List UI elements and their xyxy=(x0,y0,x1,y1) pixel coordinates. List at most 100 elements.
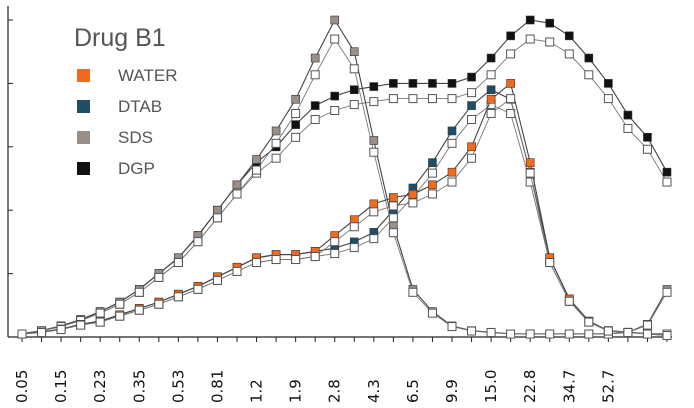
point-dgp-replicate xyxy=(369,97,379,107)
point-water-replicate xyxy=(408,198,418,208)
point-water-replicate xyxy=(212,275,222,285)
point-sds xyxy=(252,155,261,164)
x-tick-label: 1.9 xyxy=(287,379,305,403)
x-tick-label: 52.7 xyxy=(599,370,617,403)
point-water-replicate xyxy=(545,258,555,268)
point-dgp xyxy=(447,79,457,88)
point-water-replicate xyxy=(115,311,125,321)
point-sds-replicate xyxy=(134,287,144,297)
point-water-replicate xyxy=(56,325,66,335)
legend-label-dtab: DTAB xyxy=(118,97,162,116)
point-water-replicate xyxy=(662,331,672,341)
x-tick-label: 1.2 xyxy=(248,379,266,403)
point-sds-replicate xyxy=(662,287,672,297)
point-dgp-replicate xyxy=(486,70,496,80)
point-water-replicate xyxy=(76,320,86,330)
series-line-water-replicate xyxy=(21,97,668,336)
point-sds xyxy=(232,180,242,190)
point-dgp xyxy=(369,82,379,91)
legend-swatch-water xyxy=(77,69,90,82)
point-dgp xyxy=(584,53,594,63)
point-dgp xyxy=(408,79,418,88)
point-sds xyxy=(330,15,340,25)
point-sds xyxy=(271,126,281,136)
point-dgp-replicate xyxy=(525,34,535,44)
point-sds-replicate xyxy=(115,299,125,309)
x-tick-label: 2.8 xyxy=(326,379,344,403)
point-water-replicate xyxy=(642,329,652,339)
point-water xyxy=(486,94,496,104)
point-dgp xyxy=(564,31,574,41)
point-water xyxy=(369,199,379,209)
point-sds xyxy=(349,47,359,57)
point-dgp xyxy=(389,79,398,88)
point-dgp-replicate xyxy=(564,49,574,59)
point-water xyxy=(467,142,476,152)
legend-label-water: WATER xyxy=(118,66,178,85)
point-dgp xyxy=(310,101,320,110)
x-tick-label: 0.15 xyxy=(52,370,70,403)
point-dtab-replicate xyxy=(447,138,457,148)
x-tick-label: 0.53 xyxy=(169,370,187,403)
point-sds-replicate xyxy=(447,322,457,332)
legend: WATER DTAB SDS DGP xyxy=(77,66,178,178)
legend-label-dgp: DGP xyxy=(118,159,155,178)
point-sds-replicate xyxy=(212,213,222,223)
point-sds-replicate xyxy=(427,308,437,318)
point-dtab-replicate xyxy=(349,243,359,253)
point-water-replicate xyxy=(95,317,105,327)
point-dgp xyxy=(643,132,652,142)
point-water-replicate xyxy=(564,296,574,306)
point-sds-replicate xyxy=(330,34,340,44)
point-water xyxy=(428,180,437,190)
point-dgp xyxy=(623,110,633,120)
point-dtab xyxy=(486,85,496,95)
point-water xyxy=(408,190,418,199)
legend-swatch-dtab xyxy=(77,100,90,113)
point-sds-replicate xyxy=(525,329,535,339)
point-water xyxy=(389,193,398,202)
point-water-replicate xyxy=(369,207,379,217)
point-dgp-replicate xyxy=(291,132,301,142)
point-dgp xyxy=(506,31,515,41)
point-dgp-replicate xyxy=(584,70,594,80)
point-dgp-replicate xyxy=(388,94,398,104)
point-sds-replicate xyxy=(154,272,164,282)
point-dtab xyxy=(447,126,457,136)
legend-label-sds: SDS xyxy=(118,128,153,147)
point-water-replicate xyxy=(154,299,164,309)
series-line-sds-replicate xyxy=(21,38,668,335)
series-line-water xyxy=(21,82,668,336)
point-sds-replicate xyxy=(486,328,496,338)
point-water xyxy=(506,79,515,88)
point-dgp xyxy=(428,79,437,88)
point-dgp xyxy=(349,85,359,95)
point-sds xyxy=(310,53,320,63)
x-tick-label: 6.5 xyxy=(404,379,422,403)
point-dgp-replicate xyxy=(662,177,672,187)
point-sds-replicate xyxy=(545,329,555,339)
point-sds-replicate xyxy=(388,228,398,238)
point-sds-replicate xyxy=(369,147,379,157)
x-tick-labels: 0.05 0.15 0.23 0.35 0.53 0.81 1.2 1.9 2.8 4.3 6.5 9… xyxy=(13,370,617,403)
point-dgp-replicate xyxy=(271,153,281,163)
point-dgp-replicate xyxy=(408,94,418,104)
x-tick-label: 22.8 xyxy=(521,370,539,403)
point-water-replicate xyxy=(623,328,633,338)
point-dgp-replicate xyxy=(427,94,437,104)
point-dtab-replicate xyxy=(388,213,398,223)
point-dgp xyxy=(486,53,496,63)
point-dtab-replicate xyxy=(427,168,437,178)
point-sds xyxy=(369,136,379,145)
point-dgp-replicate xyxy=(642,144,652,154)
x-tick-label: 0.81 xyxy=(208,370,226,403)
point-sds-replicate xyxy=(193,237,203,247)
point-sds-replicate xyxy=(173,258,183,268)
point-water-replicate xyxy=(271,255,281,265)
point-dgp-replicate xyxy=(330,106,340,116)
point-dgp xyxy=(662,167,672,177)
point-dgp-replicate xyxy=(603,94,613,104)
point-sds-replicate xyxy=(408,287,418,297)
point-water-replicate xyxy=(388,201,398,211)
